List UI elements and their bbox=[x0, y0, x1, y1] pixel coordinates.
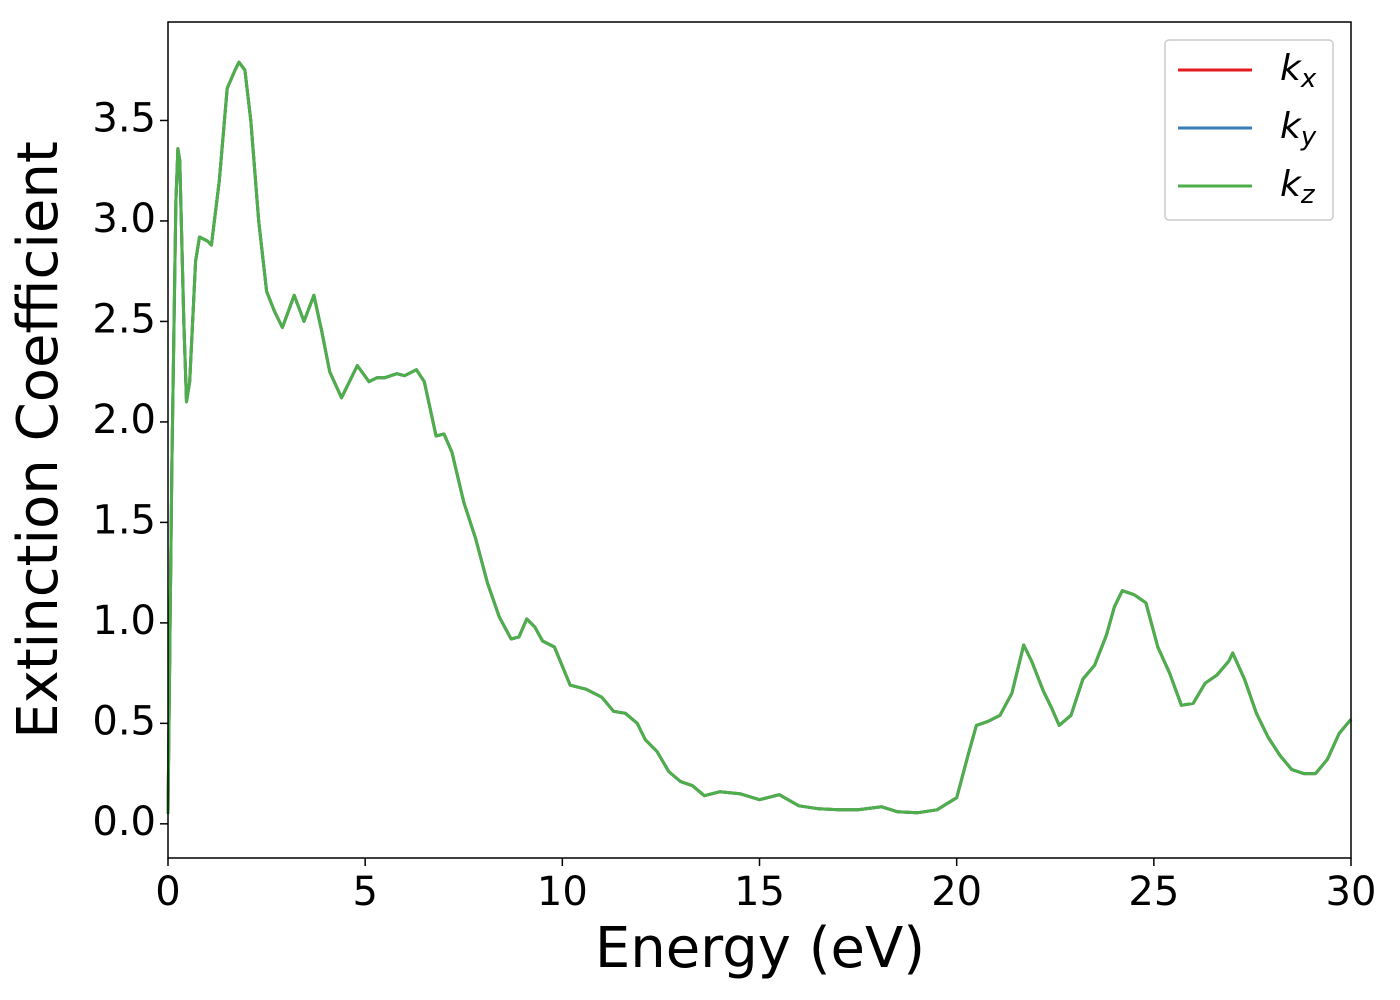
x-tick-label: 20 bbox=[931, 869, 982, 915]
plot-frame bbox=[167, 21, 1352, 859]
y-tick-label: 1.5 bbox=[92, 497, 156, 543]
x-tick-label: 25 bbox=[1128, 869, 1179, 915]
legend-label: ky bbox=[1280, 106, 1317, 152]
y-tick-label: 0.5 bbox=[92, 698, 156, 744]
legend-label: kx bbox=[1280, 48, 1317, 94]
y-tick-label: 3.5 bbox=[92, 95, 156, 141]
y-tick-label: 1.0 bbox=[92, 598, 156, 644]
y-axis-label: Extinction Coefficient bbox=[6, 141, 71, 739]
x-tick-label: 10 bbox=[537, 869, 588, 915]
y-tick-label: 2.0 bbox=[92, 397, 156, 443]
y-tick-label: 2.5 bbox=[92, 296, 156, 342]
legend: kx ky kz bbox=[1164, 39, 1334, 221]
x-axis-label: Energy (eV) bbox=[595, 916, 925, 981]
legend-box bbox=[1164, 39, 1334, 221]
legend-label: kz bbox=[1280, 164, 1316, 210]
x-tick-label: 30 bbox=[1326, 869, 1377, 915]
x-tick-label: 15 bbox=[734, 869, 785, 915]
y-tick-label: 0.0 bbox=[92, 799, 156, 845]
y-tick-label: 3.0 bbox=[92, 196, 156, 242]
x-tick-label: 0 bbox=[155, 869, 180, 915]
x-tick-label: 5 bbox=[352, 869, 377, 915]
data-line bbox=[166, 60, 1353, 815]
